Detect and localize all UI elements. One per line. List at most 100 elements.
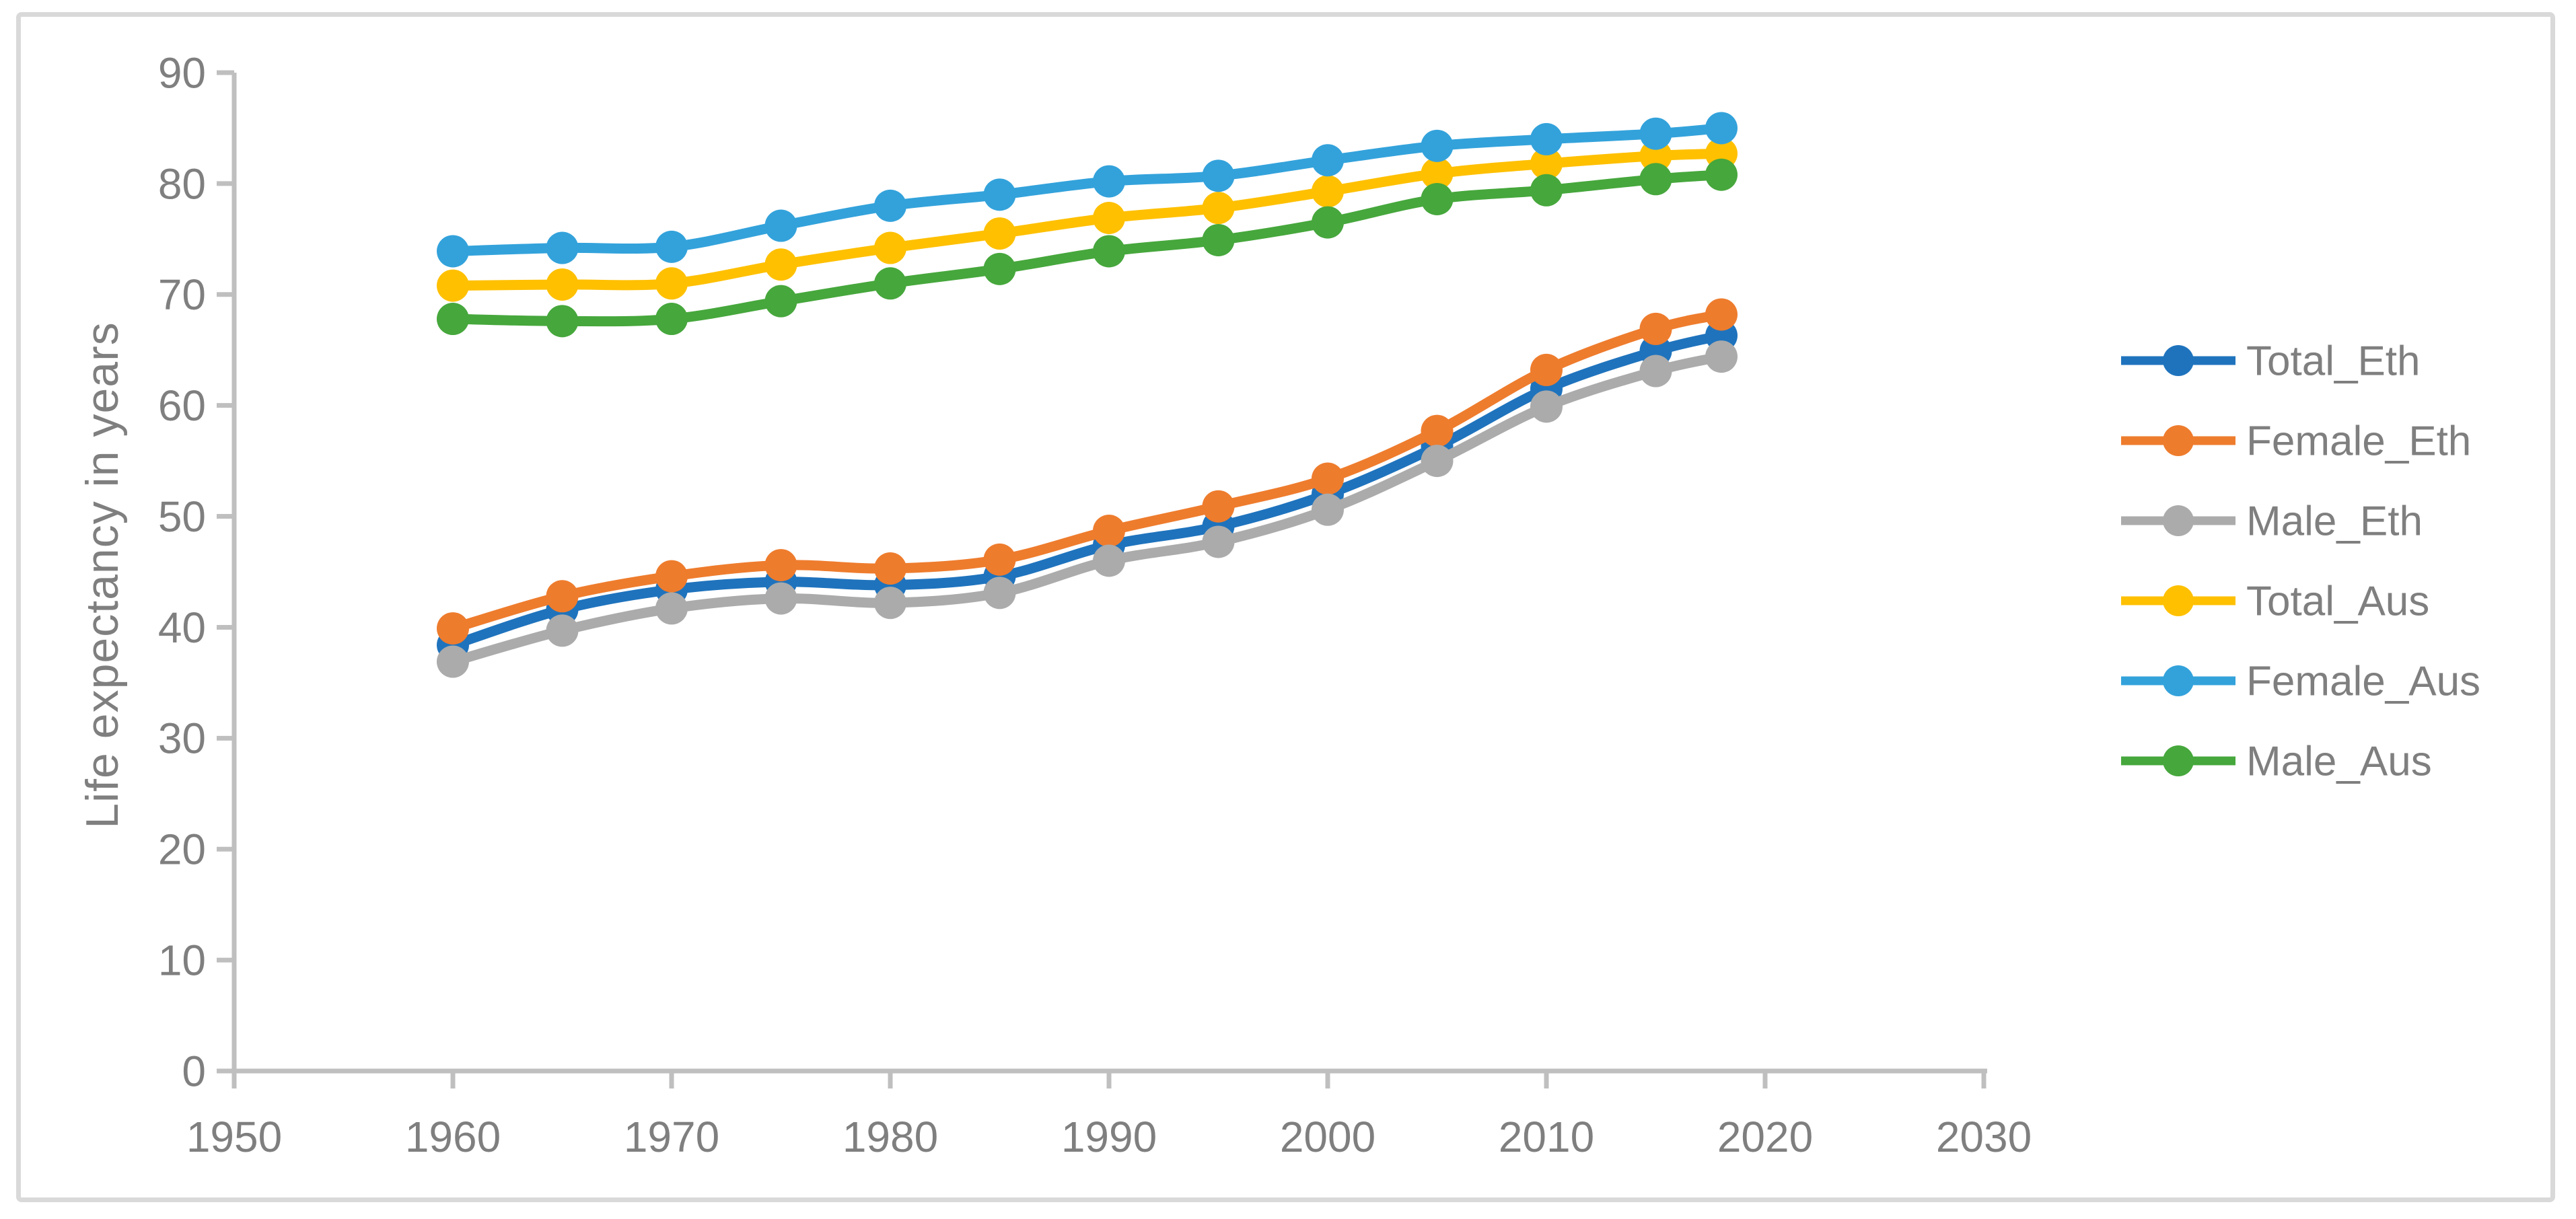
data-point-Male_Aus: [1639, 163, 1672, 196]
legend-item-Total_Aus: Total_Aus: [2121, 579, 2429, 625]
series-Male_Aus: [437, 158, 1738, 338]
data-point-Male_Eth: [437, 645, 469, 678]
legend-item-Male_Eth: Male_Eth: [2121, 498, 2423, 545]
data-point-Total_Aus: [983, 217, 1016, 250]
legend-label: Male_Aus: [2246, 739, 2432, 785]
data-point-Total_Aus: [437, 269, 469, 302]
data-point-Female_Eth: [1202, 490, 1235, 523]
y-tick-label: 80: [158, 159, 206, 208]
data-point-Male_Aus: [1312, 206, 1344, 239]
data-point-Female_Aus: [1202, 159, 1235, 192]
data-point-Female_Aus: [1705, 112, 1738, 145]
legend-marker-swatch: [2163, 505, 2194, 536]
data-point-Male_Eth: [1530, 390, 1563, 423]
data-point-Female_Eth: [1705, 298, 1738, 331]
data-point-Male_Eth: [1093, 544, 1125, 577]
data-point-Female_Eth: [983, 543, 1016, 576]
data-point-Female_Eth: [874, 552, 906, 585]
y-tick-label: 90: [158, 48, 206, 97]
y-tick-label: 10: [158, 936, 206, 985]
data-point-Total_Aus: [764, 248, 797, 281]
data-point-Male_Aus: [983, 252, 1016, 285]
data-point-Female_Eth: [1093, 514, 1125, 547]
y-tick-label: 0: [182, 1047, 206, 1095]
x-tick-label: 2010: [1499, 1113, 1594, 1161]
legend-marker-swatch: [2163, 345, 2194, 376]
x-tick-label: 1950: [186, 1113, 282, 1161]
data-point-Total_Aus: [1639, 139, 1672, 172]
data-point-Male_Aus: [764, 285, 797, 318]
data-point-Total_Aus: [874, 231, 906, 264]
data-point-Male_Aus: [437, 303, 469, 336]
x-tick-label: 2000: [1280, 1113, 1375, 1161]
x-tick-label: 2030: [1936, 1113, 2032, 1161]
legend: Total_Eth Female_Eth Male_Eth Total_Aus Fema…: [2121, 338, 2480, 785]
data-point-Female_Aus: [546, 231, 579, 264]
data-point-Female_Aus: [983, 178, 1016, 211]
series-Total_Aus: [437, 137, 1738, 302]
data-point-Male_Eth: [1312, 493, 1344, 526]
legend-label: Male_Eth: [2246, 498, 2423, 545]
data-point-Female_Eth: [1312, 462, 1344, 495]
data-point-Female_Eth: [1421, 414, 1454, 447]
x-tick-label: 1990: [1061, 1113, 1157, 1161]
data-point-Male_Eth: [983, 577, 1016, 610]
data-point-Male_Eth: [1639, 355, 1672, 387]
legend-marker-swatch: [2163, 665, 2194, 696]
data-point-Female_Aus: [874, 189, 906, 222]
series-Female_Aus: [437, 112, 1738, 268]
legend-marker-swatch: [2163, 745, 2194, 776]
legend-marker-swatch: [2163, 585, 2194, 616]
data-point-Male_Aus: [1421, 182, 1454, 215]
data-point-Total_Aus: [1202, 192, 1235, 225]
data-point-Male_Eth: [1705, 340, 1738, 373]
y-tick-label: 70: [158, 270, 206, 319]
series-Female_Eth: [437, 298, 1738, 645]
y-axis-ticks: 0 10 20 30 40 50 60 70 80 90: [158, 48, 234, 1095]
legend-item-Female_Eth: Female_Eth: [2121, 418, 2471, 465]
x-axis-ticks: 1950 1960 1970 1980 1990 2000 2010 2020 2030: [186, 1071, 2032, 1161]
data-point-Total_Aus: [1421, 157, 1454, 190]
legend-label: Female_Aus: [2246, 659, 2480, 705]
data-point-Male_Aus: [1530, 174, 1563, 207]
data-point-Total_Aus: [655, 267, 688, 300]
data-point-Male_Aus: [546, 305, 579, 338]
data-point-Male_Eth: [764, 582, 797, 615]
data-point-Total_Aus: [1312, 175, 1344, 208]
legend-item-Male_Aus: Male_Aus: [2121, 739, 2432, 785]
data-point-Male_Eth: [546, 614, 579, 647]
data-point-Female_Aus: [1530, 122, 1563, 155]
x-tick-label: 1980: [843, 1113, 938, 1161]
data-point-Female_Aus: [437, 235, 469, 268]
series-line-Total_Aus: [448, 148, 1727, 291]
data-point-Female_Aus: [1421, 129, 1454, 162]
data-point-Male_Aus: [1705, 158, 1738, 191]
data-point-Female_Eth: [764, 549, 797, 582]
series-Male_Eth: [437, 340, 1738, 678]
data-point-Male_Eth: [874, 587, 906, 620]
data-point-Female_Aus: [1093, 165, 1125, 198]
data-point-Total_Aus: [546, 268, 579, 301]
data-point-Female_Aus: [1312, 144, 1344, 177]
legend-label: Total_Eth: [2246, 338, 2421, 385]
data-point-Female_Eth: [437, 612, 469, 645]
data-point-Male_Aus: [655, 303, 688, 336]
x-tick-label: 2020: [1717, 1113, 1813, 1161]
data-point-Female_Eth: [1530, 353, 1563, 386]
data-point-Male_Eth: [655, 592, 688, 625]
y-tick-label: 40: [158, 603, 206, 652]
data-point-Male_Eth: [1202, 525, 1235, 558]
data-point-Total_Aus: [1530, 147, 1563, 180]
legend-item-Female_Aus: Female_Aus: [2121, 659, 2480, 705]
data-point-Female_Aus: [1639, 117, 1672, 150]
data-point-Female_Aus: [655, 230, 688, 263]
y-tick-label: 50: [158, 492, 206, 541]
data-point-Female_Aus: [764, 209, 797, 242]
data-point-Female_Eth: [655, 560, 688, 593]
data-point-Male_Aus: [874, 267, 906, 300]
y-tick-label: 20: [158, 825, 206, 874]
legend-marker-swatch: [2163, 425, 2194, 456]
legend-item-Total_Eth: Total_Eth: [2121, 338, 2421, 385]
data-point-Female_Eth: [1639, 312, 1672, 345]
